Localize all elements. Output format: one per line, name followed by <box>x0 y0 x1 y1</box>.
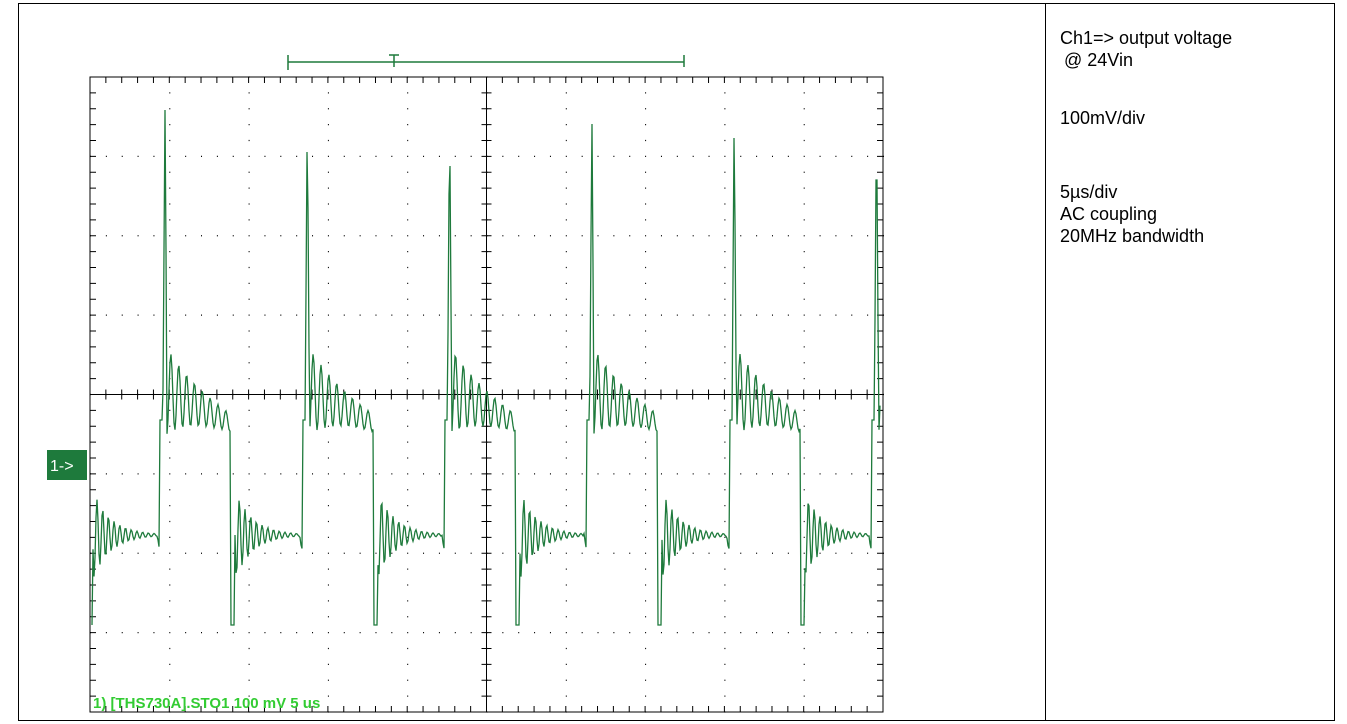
note: Ch1=> output voltage <box>1060 28 1232 48</box>
note: 5µs/div <box>1060 182 1117 202</box>
table-border <box>18 3 1335 721</box>
note: 20MHz bandwidth <box>1060 226 1204 246</box>
note: @ 24Vin <box>1064 50 1133 70</box>
status-line: 1) [THS730A].STO1 100 mV 5 us <box>93 695 320 712</box>
note: 100mV/div <box>1060 108 1145 128</box>
waveform <box>91 109 881 626</box>
channel-marker: 1-> <box>50 458 74 475</box>
note: AC coupling <box>1060 204 1157 224</box>
trigger-bracket <box>287 54 685 70</box>
scope-display <box>89 54 884 713</box>
channel-marker-box <box>47 450 87 480</box>
grid-dots <box>90 76 884 713</box>
